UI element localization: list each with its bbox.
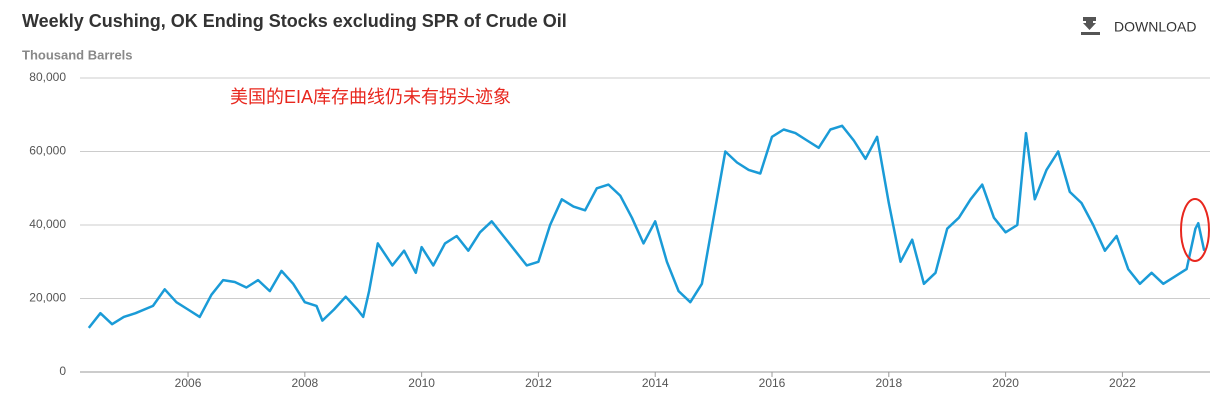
annotation: 美国的EIA库存曲线仍未有拐头迹象 [230,87,511,107]
download-icon [1083,17,1096,30]
x-tick-label: 2006 [175,376,202,390]
highlight-ellipse [1180,198,1210,262]
y-tick-label: 60,000 [29,144,66,158]
y-tick-label: 80,000 [29,70,66,84]
download-label: DOWNLOAD [1114,19,1196,35]
y-tick-label: 0 [59,364,66,378]
x-tick-label: 2014 [642,376,669,390]
y-tick-label: 20,000 [29,291,66,305]
download-button[interactable]: DOWNLOAD [1081,17,1196,35]
chart-subtitle: Thousand Barrels [22,47,133,62]
x-tick-label: 2022 [1109,376,1136,390]
x-tick-label: 2016 [759,376,786,390]
y-tick-label: 40,000 [29,217,66,231]
data-line [87,124,1206,329]
x-tick-label: 2020 [992,376,1019,390]
download-icon [1081,32,1100,35]
x-tick-label: 2010 [408,376,435,390]
x-tick-label: 2008 [291,376,318,390]
chart-title: Weekly Cushing, OK Ending Stocks excludi… [22,11,567,31]
x-tick-label: 2012 [525,376,552,390]
x-tick-label: 2018 [875,376,902,390]
